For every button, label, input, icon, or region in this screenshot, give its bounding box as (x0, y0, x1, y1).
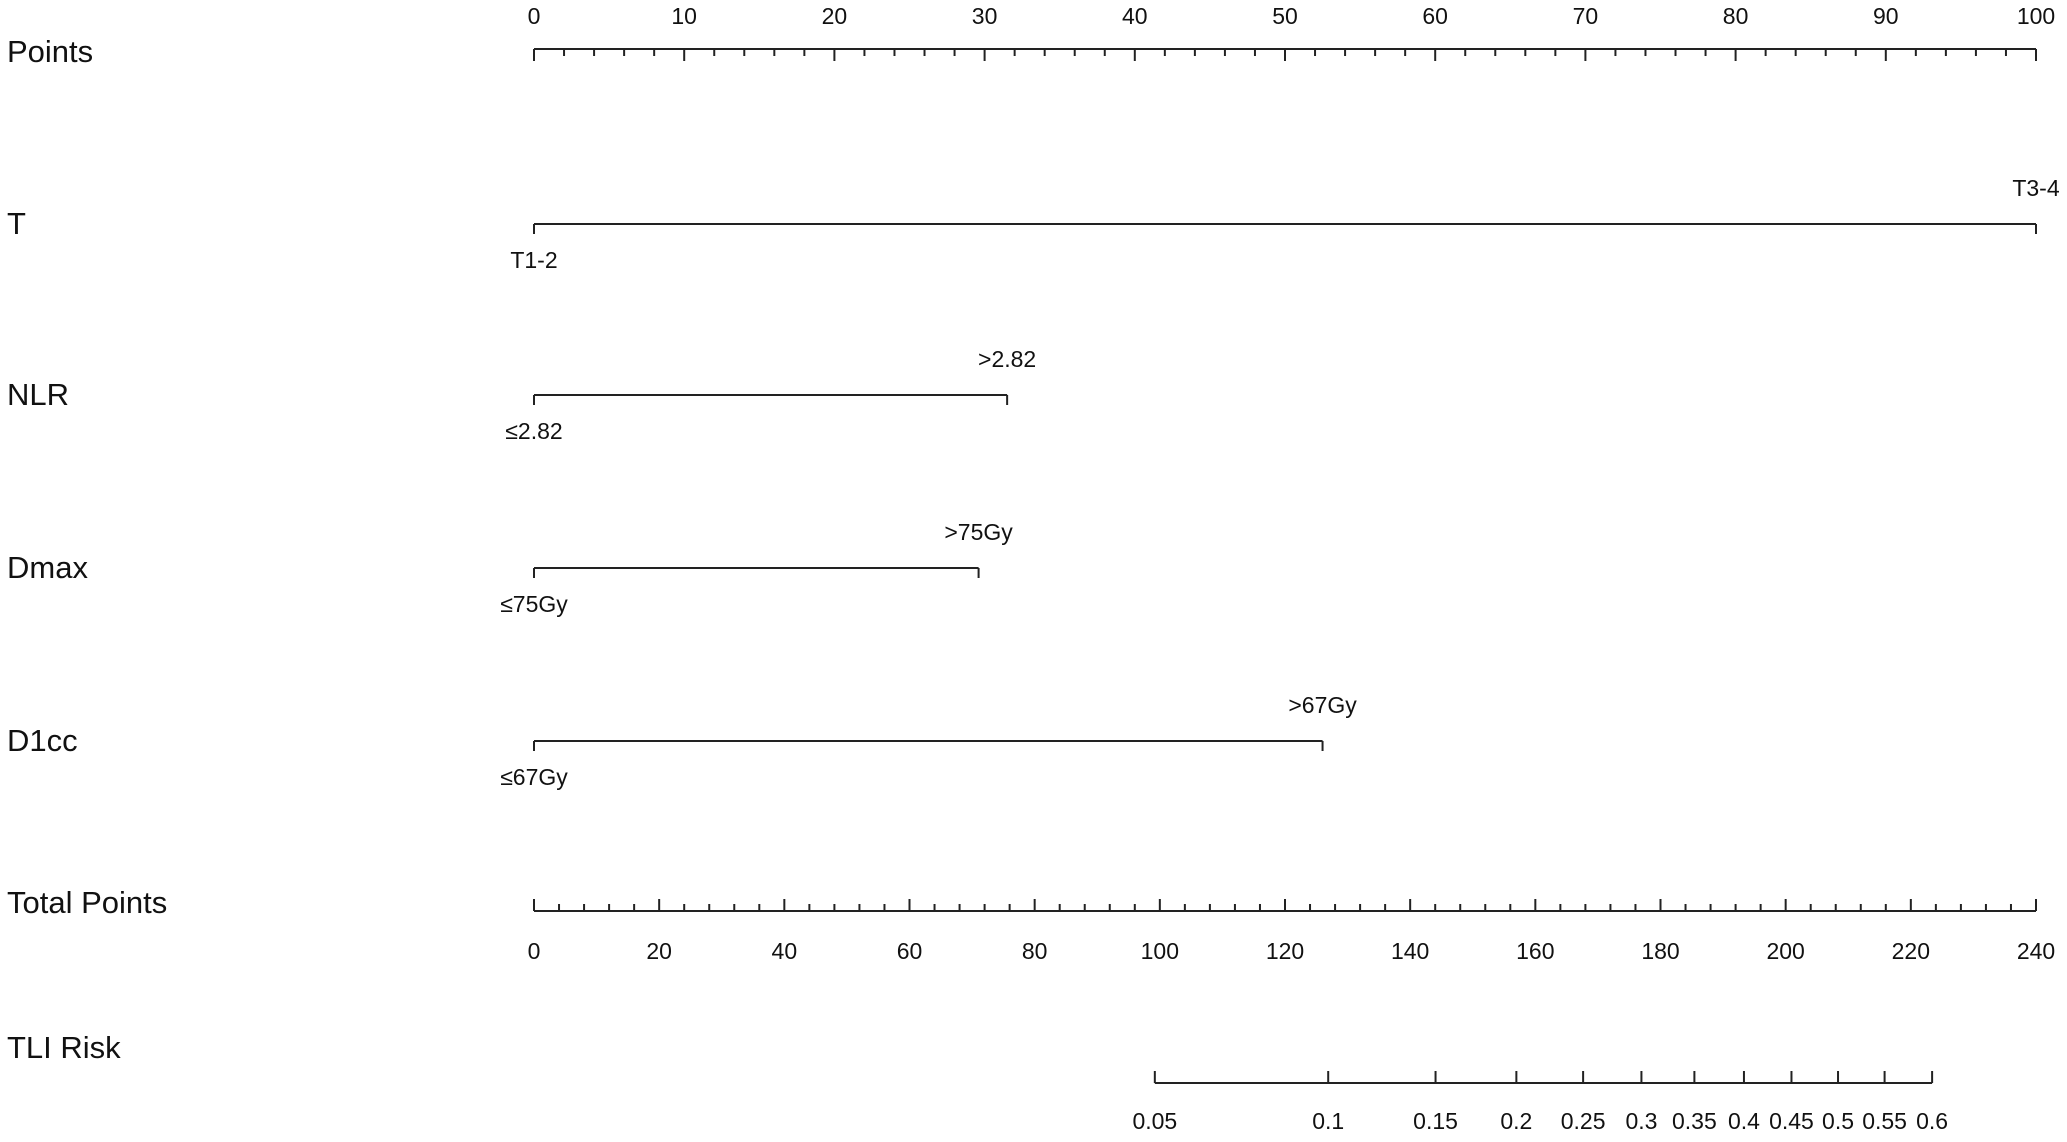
tick-label: 50 (1272, 3, 1298, 29)
tick-label: 60 (897, 938, 923, 964)
tick-label: 80 (1723, 3, 1749, 29)
row-label: D1cc (7, 723, 78, 758)
tick-label: 0.55 (1862, 1108, 1907, 1134)
tick-label: 20 (646, 938, 672, 964)
row-label: TLI Risk (7, 1030, 121, 1065)
row-label: T (7, 206, 26, 241)
level-label: ≤75Gy (500, 591, 568, 617)
level-label: T1-2 (510, 247, 557, 273)
tick-label: 0.5 (1822, 1108, 1854, 1134)
tick-label: 60 (1422, 3, 1448, 29)
tick-label: 100 (2017, 3, 2055, 29)
tick-label: 70 (1573, 3, 1599, 29)
tick-label: 0.05 (1132, 1108, 1177, 1134)
level-label: T3-4 (2012, 175, 2060, 201)
tick-label: 120 (1266, 938, 1304, 964)
tick-label: 0.2 (1500, 1108, 1532, 1134)
tick-label: 0.4 (1728, 1108, 1760, 1134)
tick-label: 30 (972, 3, 998, 29)
tick-label: 200 (1766, 938, 1804, 964)
tick-label: 0.6 (1916, 1108, 1948, 1134)
tick-label: 160 (1516, 938, 1554, 964)
tick-label: 0.35 (1672, 1108, 1717, 1134)
row-label: NLR (7, 377, 69, 412)
row-label: Points (7, 34, 93, 69)
tick-label: 0.45 (1769, 1108, 1814, 1134)
tick-label: 80 (1022, 938, 1048, 964)
tick-label: 180 (1641, 938, 1679, 964)
level-label: >75Gy (944, 519, 1013, 545)
tick-label: 0.1 (1312, 1108, 1344, 1134)
tick-label: 140 (1391, 938, 1429, 964)
row-label: Dmax (7, 550, 88, 585)
tick-label: 40 (772, 938, 798, 964)
tick-label: 10 (671, 3, 697, 29)
level-label: ≤2.82 (505, 418, 562, 444)
row-label: Total Points (7, 885, 167, 920)
tick-label: 20 (822, 3, 848, 29)
tick-label: 0 (528, 3, 541, 29)
tick-label: 90 (1873, 3, 1899, 29)
tick-label: 0.25 (1561, 1108, 1606, 1134)
tick-label: 220 (1892, 938, 1930, 964)
tick-label: 100 (1141, 938, 1179, 964)
tick-label: 0.15 (1413, 1108, 1458, 1134)
level-label: ≤67Gy (500, 764, 568, 790)
tick-label: 240 (2017, 938, 2055, 964)
tick-label: 40 (1122, 3, 1148, 29)
level-label: >2.82 (978, 346, 1036, 372)
tick-label: 0 (528, 938, 541, 964)
level-label: >67Gy (1288, 692, 1357, 718)
tick-label: 0.3 (1625, 1108, 1657, 1134)
